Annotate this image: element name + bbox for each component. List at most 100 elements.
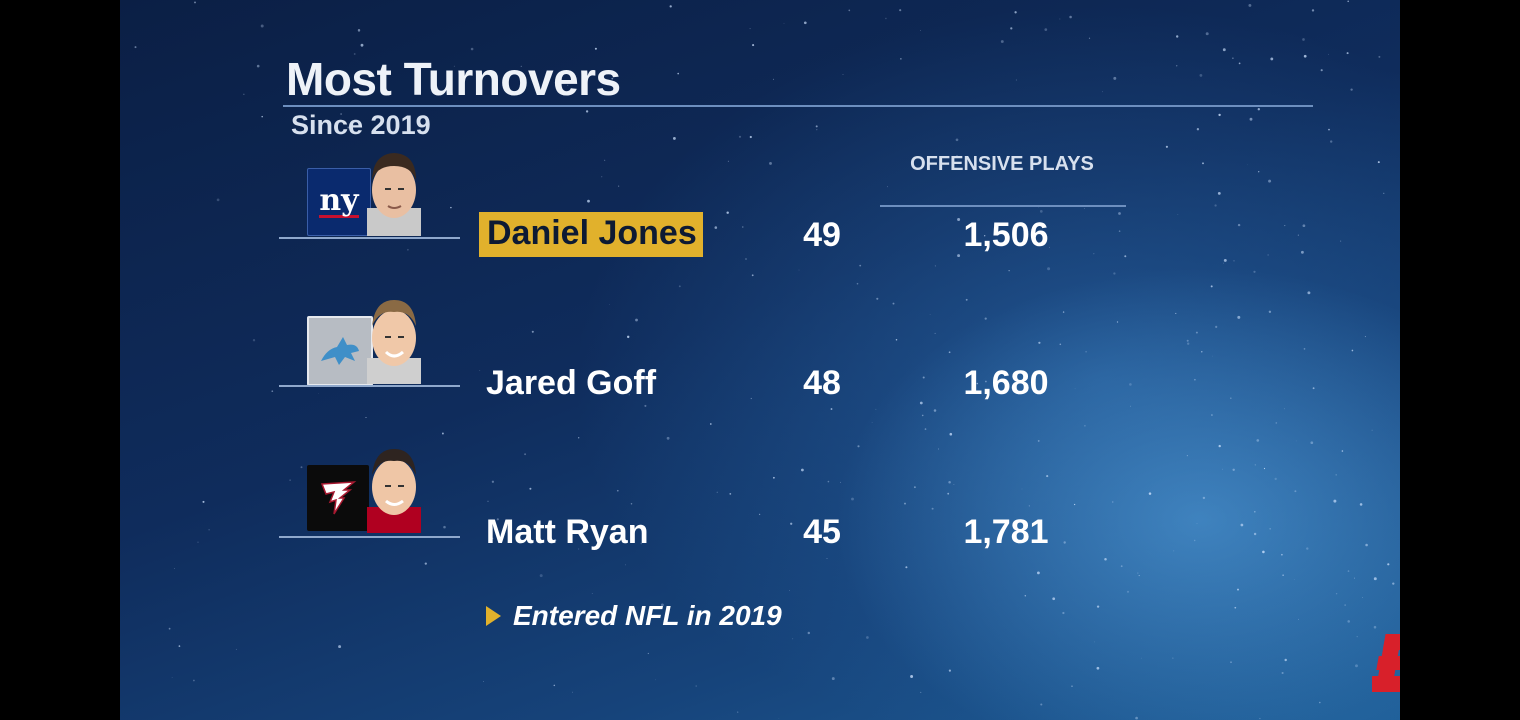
star	[338, 645, 342, 649]
star	[292, 73, 294, 75]
star	[587, 199, 590, 203]
star	[885, 17, 887, 20]
star	[625, 564, 626, 566]
star	[1355, 664, 1358, 668]
star	[826, 558, 828, 559]
star	[1359, 503, 1363, 506]
star	[1275, 422, 1278, 424]
star	[904, 502, 906, 505]
star	[745, 258, 747, 260]
star	[1015, 79, 1017, 81]
star	[340, 113, 342, 115]
star	[948, 669, 951, 672]
star	[1085, 350, 1087, 353]
star	[922, 376, 925, 379]
star	[887, 186, 889, 188]
star	[1300, 250, 1304, 254]
graphic-stage: Most Turnovers Since 2019 OFFENSIVE PLAY…	[120, 0, 1400, 720]
star	[611, 77, 614, 80]
column-divider	[880, 205, 1126, 207]
star	[1254, 511, 1256, 513]
star	[919, 401, 923, 405]
star	[876, 297, 879, 300]
star	[1196, 128, 1200, 131]
star	[1361, 597, 1363, 599]
star	[948, 480, 951, 484]
star	[487, 500, 489, 502]
star	[1059, 18, 1061, 20]
star	[256, 64, 260, 68]
star	[1059, 343, 1062, 346]
star	[727, 160, 729, 162]
star	[347, 126, 350, 129]
star	[1049, 246, 1050, 248]
star	[1199, 74, 1203, 77]
star	[1294, 490, 1297, 493]
star	[1202, 496, 1206, 500]
star	[1237, 315, 1241, 319]
star	[1113, 272, 1116, 275]
star	[1230, 397, 1232, 399]
star	[678, 285, 681, 288]
star	[810, 381, 812, 383]
star	[772, 78, 775, 80]
star	[1387, 563, 1390, 566]
star	[1211, 355, 1213, 357]
turnovers-value: 45	[803, 513, 841, 551]
star	[792, 638, 794, 640]
star	[1112, 501, 1114, 503]
star	[1282, 574, 1284, 576]
offensive-plays-header: OFFENSIVE PLAYS	[910, 153, 1094, 175]
play-triangle-icon	[486, 606, 501, 626]
star	[252, 339, 256, 342]
star	[1044, 28, 1048, 31]
star	[1172, 657, 1174, 659]
star	[1120, 565, 1123, 568]
star	[520, 65, 522, 68]
star	[801, 468, 804, 472]
star	[666, 436, 670, 440]
star	[956, 155, 958, 157]
star	[1135, 716, 1138, 720]
star	[1263, 467, 1266, 470]
star	[630, 503, 633, 505]
star	[803, 21, 807, 25]
star	[1093, 253, 1095, 255]
star	[842, 73, 844, 75]
star	[1023, 521, 1026, 523]
star	[644, 404, 647, 407]
star	[1024, 595, 1027, 597]
star	[261, 115, 263, 118]
player-name: Jared Goff	[486, 364, 657, 402]
star	[1194, 378, 1196, 381]
star	[235, 648, 237, 650]
star	[1071, 685, 1073, 688]
star	[1302, 224, 1306, 228]
star	[365, 416, 367, 419]
offensive-plays-value: 1,506	[963, 216, 1049, 254]
star	[1377, 161, 1380, 164]
star	[1284, 225, 1286, 227]
letterbox-right	[1400, 0, 1520, 720]
star	[479, 370, 481, 371]
star	[1328, 53, 1329, 55]
star	[353, 53, 356, 55]
star	[1130, 405, 1131, 407]
turnovers-value: 48	[803, 364, 841, 402]
star	[672, 136, 676, 140]
star	[749, 135, 752, 139]
star	[957, 254, 961, 258]
star	[193, 679, 195, 682]
star	[202, 500, 205, 503]
star	[1113, 76, 1117, 80]
star	[913, 486, 916, 489]
star	[539, 574, 543, 578]
star	[798, 269, 800, 271]
star	[1084, 424, 1086, 427]
star	[1138, 575, 1140, 577]
star	[1240, 523, 1244, 527]
star	[1148, 492, 1152, 495]
star	[1256, 439, 1260, 442]
star	[934, 332, 936, 334]
star	[949, 432, 953, 436]
